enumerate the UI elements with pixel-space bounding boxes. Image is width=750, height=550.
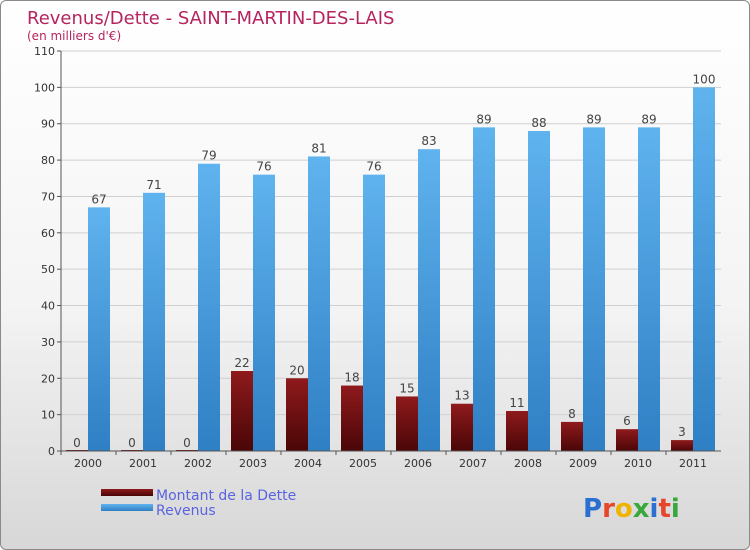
data-label-debt-2005: 18 <box>344 371 359 385</box>
x-tick-label: 2009 <box>569 457 597 470</box>
data-label-revenus-2000: 67 <box>91 192 106 206</box>
data-label-revenus-2007: 89 <box>476 112 491 126</box>
data-label-debt-2006: 15 <box>399 381 414 395</box>
x-tick-label: 2008 <box>514 457 542 470</box>
x-tick-label: 2011 <box>679 457 707 470</box>
x-tick-label: 2007 <box>459 457 487 470</box>
bar-revenus-2008 <box>528 131 550 451</box>
y-tick-label: 110 <box>34 45 55 58</box>
data-label-debt-2004: 20 <box>289 363 304 377</box>
y-tick-label: 80 <box>41 154 55 167</box>
bar-revenus-2004 <box>308 156 330 452</box>
y-tick-label: 20 <box>41 372 55 385</box>
bar-revenus-2001 <box>143 192 165 451</box>
x-axis: 2000 2001 2002 2003 2004 2005 2006 2007 2008 2009… <box>60 450 721 470</box>
y-tick-label: 60 <box>41 227 55 240</box>
bar-debt-2007 <box>451 403 473 451</box>
y-tick-label: 100 <box>34 81 55 94</box>
bar-debt-2011 <box>671 440 693 451</box>
data-label-debt-2010: 6 <box>623 414 631 428</box>
logo-letter: P <box>583 494 602 524</box>
bar-revenus-2002 <box>198 163 220 451</box>
x-tick-label: 2001 <box>129 457 157 470</box>
legend-swatch-debt <box>101 489 153 496</box>
logo-letter: i <box>671 494 680 524</box>
bar-debt-2010 <box>616 429 638 451</box>
bar-debt-2003 <box>231 371 253 451</box>
logo-letter: x <box>633 494 650 524</box>
x-tick-label: 2006 <box>404 457 432 470</box>
bar-revenus-2005 <box>363 174 385 452</box>
bar-revenus-2003 <box>253 174 275 452</box>
bar-revenus-2010 <box>638 127 660 451</box>
data-label-revenus-2006: 83 <box>421 134 436 148</box>
data-label-revenus-2004: 81 <box>311 141 326 155</box>
data-label-debt-2009: 8 <box>568 407 576 421</box>
legend: Montant de la Dette Revenus <box>101 488 296 519</box>
data-label-debt-2011: 3 <box>678 425 686 439</box>
data-label-debt-2000: 0 <box>73 436 81 450</box>
y-tick-label: 0 <box>48 445 55 458</box>
y-tick-label: 50 <box>41 263 55 276</box>
data-label-revenus-2003: 76 <box>256 160 271 174</box>
bar-revenus-2007 <box>473 127 495 451</box>
data-label-debt-2003: 22 <box>234 356 249 370</box>
data-label-revenus-2009: 89 <box>586 112 601 126</box>
bar-revenus-2011 <box>693 87 715 451</box>
bar-revenus-2000 <box>88 207 110 451</box>
y-tick-label: 30 <box>41 336 55 349</box>
logo-letter: t <box>658 494 670 524</box>
y-tick-label: 70 <box>41 190 55 203</box>
logo-letter: i <box>650 494 659 524</box>
bar-revenus-2006 <box>418 149 440 451</box>
proxiti-logo: Proxiti <box>583 494 680 524</box>
bar-revenus-2009 <box>583 127 605 451</box>
x-tick-label: 2005 <box>349 457 377 470</box>
data-label-revenus-2008: 88 <box>531 116 546 130</box>
x-tick-label: 2000 <box>74 457 102 470</box>
y-tick-label: 10 <box>41 409 55 422</box>
logo-letter: r <box>602 494 615 524</box>
gridlines <box>61 50 721 452</box>
data-label-revenus-2005: 76 <box>366 160 381 174</box>
bar-debt-2005 <box>341 385 363 451</box>
legend-swatch-revenus <box>101 504 153 511</box>
legend-label-debt: Montant de la Dette <box>156 488 296 504</box>
x-tick-label: 2002 <box>184 457 212 470</box>
bar-debt-2006 <box>396 396 418 451</box>
logo-letter: o <box>615 494 633 524</box>
bar-debt-2008 <box>506 411 528 451</box>
data-label-revenus-2002: 79 <box>201 149 216 163</box>
x-tick-label: 2004 <box>294 457 322 470</box>
data-label-debt-2008: 11 <box>509 396 524 410</box>
data-label-debt-2001: 0 <box>128 436 136 450</box>
y-tick-label: 40 <box>41 300 55 313</box>
data-label-debt-2007: 13 <box>454 389 469 403</box>
data-label-revenus-2001: 71 <box>146 178 161 192</box>
y-tick-label: 90 <box>41 118 55 131</box>
x-tick-label: 2010 <box>624 457 652 470</box>
y-axis: 0 10 20 30 40 50 60 70 80 90 100 110 <box>34 45 62 458</box>
data-label-revenus-2010: 89 <box>641 112 656 126</box>
legend-label-revenus: Revenus <box>156 503 216 519</box>
bars: 0670710792276208118761583138911888896893… <box>66 72 716 452</box>
chart-title: Revenus/Dette - SAINT-MARTIN-DES-LAIS <box>27 8 394 29</box>
x-tick-label: 2003 <box>239 457 267 470</box>
chart-subtitle: (en milliers d'€) <box>27 29 121 43</box>
bar-debt-2009 <box>561 421 583 451</box>
bar-debt-2004 <box>286 378 308 451</box>
data-label-debt-2002: 0 <box>183 436 191 450</box>
data-label-revenus-2011: 100 <box>693 72 716 86</box>
